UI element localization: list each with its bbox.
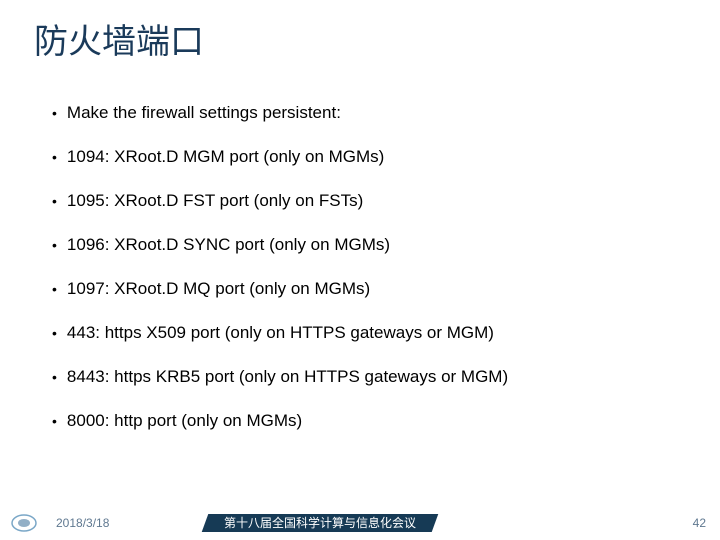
slide: 防火墙端口 • Make the firewall settings persi… xyxy=(0,0,720,540)
list-item: • 443: https X509 port (only on HTTPS ga… xyxy=(52,322,672,344)
footer: 2018/3/18 第十八届全国科学计算与信息化会议 42 xyxy=(0,508,720,540)
bullet-text: 1097: XRoot.D MQ port (only on MGMs) xyxy=(67,278,370,300)
list-item: • 8000: http port (only on MGMs) xyxy=(52,410,672,432)
footer-conference-bar: 第十八届全国科学计算与信息化会议 xyxy=(202,514,439,532)
bullet-text: 443: https X509 port (only on HTTPS gate… xyxy=(67,322,494,344)
list-item: • 1096: XRoot.D SYNC port (only on MGMs) xyxy=(52,234,672,256)
bullet-list: • Make the firewall settings persistent:… xyxy=(52,102,672,454)
bullet-marker-icon: • xyxy=(52,278,57,300)
list-item: • Make the firewall settings persistent: xyxy=(52,102,672,124)
bullet-marker-icon: • xyxy=(52,234,57,256)
bullet-marker-icon: • xyxy=(52,322,57,344)
list-item: • 1097: XRoot.D MQ port (only on MGMs) xyxy=(52,278,672,300)
footer-conference-text: 第十八届全国科学计算与信息化会议 xyxy=(224,514,416,532)
footer-date: 2018/3/18 xyxy=(56,516,109,530)
slide-title: 防火墙端口 xyxy=(34,14,204,63)
bullet-marker-icon: • xyxy=(52,366,57,388)
bullet-text: Make the firewall settings persistent: xyxy=(67,102,341,124)
bullet-text: 1096: XRoot.D SYNC port (only on MGMs) xyxy=(67,234,390,256)
bullet-text: 8000: http port (only on MGMs) xyxy=(67,410,302,432)
list-item: • 8443: https KRB5 port (only on HTTPS g… xyxy=(52,366,672,388)
bullet-text: 1094: XRoot.D MGM port (only on MGMs) xyxy=(67,146,384,168)
bullet-marker-icon: • xyxy=(52,190,57,212)
bullet-text: 8443: https KRB5 port (only on HTTPS gat… xyxy=(67,366,508,388)
logo-icon xyxy=(10,512,38,534)
bullet-text: 1095: XRoot.D FST port (only on FSTs) xyxy=(67,190,363,212)
bullet-marker-icon: • xyxy=(52,102,57,124)
bullet-marker-icon: • xyxy=(52,410,57,432)
page-number: 42 xyxy=(693,516,706,530)
list-item: • 1095: XRoot.D FST port (only on FSTs) xyxy=(52,190,672,212)
list-item: • 1094: XRoot.D MGM port (only on MGMs) xyxy=(52,146,672,168)
bullet-marker-icon: • xyxy=(52,146,57,168)
